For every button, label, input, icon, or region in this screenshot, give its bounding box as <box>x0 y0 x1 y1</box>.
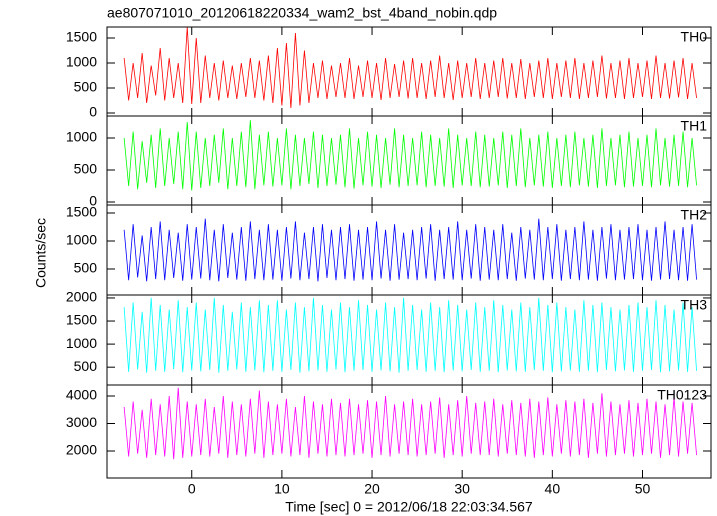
light-curve <box>123 297 697 373</box>
x-tick-label: 30 <box>454 481 470 497</box>
panel-label: TH2 <box>681 207 708 223</box>
y-tick-label: 0 <box>89 193 97 209</box>
x-tick-label: 0 <box>188 481 196 497</box>
light-curve <box>123 26 697 109</box>
panel-label: TH1 <box>681 118 708 134</box>
x-axis-label: Time [sec] 0 = 2012/06/18 22:03:34.567 <box>285 499 533 515</box>
y-tick-label: 1500 <box>66 312 97 328</box>
x-tick-label: 40 <box>545 481 561 497</box>
panel-frame <box>106 26 712 117</box>
y-tick-label: 0 <box>89 104 97 120</box>
x-tick-label: 50 <box>635 481 651 497</box>
panel-frame <box>106 294 712 386</box>
y-tick-label: 500 <box>74 79 98 95</box>
y-tick-label: 1000 <box>66 232 97 248</box>
y-tick-label: 1500 <box>66 204 97 220</box>
x-tick-label: 10 <box>274 481 290 497</box>
y-axis-label: Counts/sec <box>33 218 49 288</box>
y-tick-label: 1500 <box>66 29 97 45</box>
panel-frame <box>106 384 712 479</box>
panel-frame <box>106 204 712 296</box>
light-curve <box>123 387 697 460</box>
panel-label: TH0123 <box>657 387 707 403</box>
y-tick-label: 500 <box>74 358 98 374</box>
y-tick-label: 1000 <box>66 335 97 351</box>
y-tick-label: 1000 <box>66 54 97 70</box>
panel-label: TH3 <box>681 297 708 313</box>
light-curve <box>123 120 697 191</box>
y-tick-label: 500 <box>74 260 98 276</box>
y-tick-label: 3000 <box>66 414 97 430</box>
chart-title: ae807071010_20120618220334_wam2_bst_4ban… <box>107 5 497 21</box>
x-tick-label: 20 <box>364 481 380 497</box>
y-tick-label: 500 <box>74 161 98 177</box>
light-curve <box>123 218 697 282</box>
panel-label: TH0 <box>681 29 708 45</box>
y-tick-label: 2000 <box>66 442 97 458</box>
panel-frame <box>106 115 712 206</box>
y-tick-label: 1000 <box>66 129 97 145</box>
y-tick-label: 4000 <box>66 387 97 403</box>
y-tick-label: 2000 <box>66 289 97 305</box>
